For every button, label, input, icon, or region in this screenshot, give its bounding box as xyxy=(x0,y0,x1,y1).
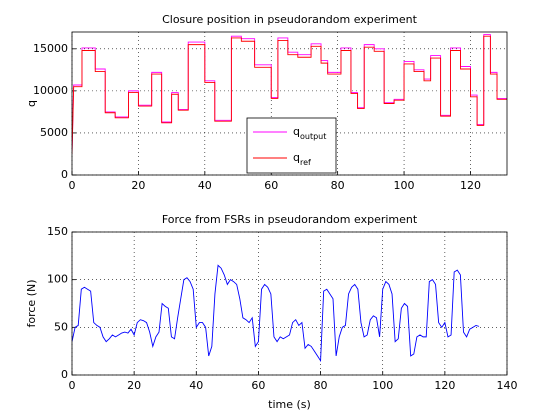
chart-title: Closure position in pseudorandom experim… xyxy=(162,13,417,26)
series-group xyxy=(72,34,507,154)
legend-name: q xyxy=(293,151,300,164)
plot-area xyxy=(72,232,507,375)
x-tick-label: 80 xyxy=(314,379,328,392)
x-tick-label: 20 xyxy=(127,379,141,392)
x-tick-label: 0 xyxy=(69,179,76,192)
y-tick-label: 0 xyxy=(61,368,68,381)
axes-frame xyxy=(71,231,508,376)
y-tick-label: 10000 xyxy=(33,84,68,97)
legend-subscript: output xyxy=(300,132,326,141)
legend-box xyxy=(246,117,337,174)
x-tick-label: 60 xyxy=(251,379,265,392)
x-tick-label: 120 xyxy=(434,379,455,392)
x-tick-label: 100 xyxy=(372,379,393,392)
x-tick-label: 40 xyxy=(189,379,203,392)
y-tick-label: 0 xyxy=(61,168,68,181)
x-tick-label: 140 xyxy=(497,379,518,392)
y-tick-label: 100 xyxy=(47,273,68,286)
y-tick-label: 150 xyxy=(47,225,68,238)
y-axis-label: q xyxy=(25,100,38,107)
legend-label: qoutput xyxy=(293,125,326,141)
y-tick-label: 50 xyxy=(54,320,68,333)
x-tick-label: 60 xyxy=(264,179,278,192)
legend-label: qref xyxy=(293,151,311,167)
y-tick-label: 5000 xyxy=(40,126,68,139)
chart-title: Force from FSRs in pseudorandom experime… xyxy=(162,213,418,226)
x-tick-label: 0 xyxy=(69,379,76,392)
axes-frame xyxy=(71,31,508,176)
data-line xyxy=(72,264,480,363)
series-group xyxy=(72,264,480,363)
y-axis-label: force (N) xyxy=(25,279,38,327)
x-tick-label: 120 xyxy=(460,179,481,192)
data-line xyxy=(72,35,507,154)
x-tick-label: 100 xyxy=(394,179,415,192)
legend-name: q xyxy=(293,125,300,138)
x-tick-label: 20 xyxy=(131,179,145,192)
x-tick-label: 40 xyxy=(198,179,212,192)
x-axis-label: time (s) xyxy=(268,398,311,411)
y-tick-label: 15000 xyxy=(33,42,68,55)
legend-subscript: ref xyxy=(300,158,311,167)
x-tick-label: 80 xyxy=(331,179,345,192)
